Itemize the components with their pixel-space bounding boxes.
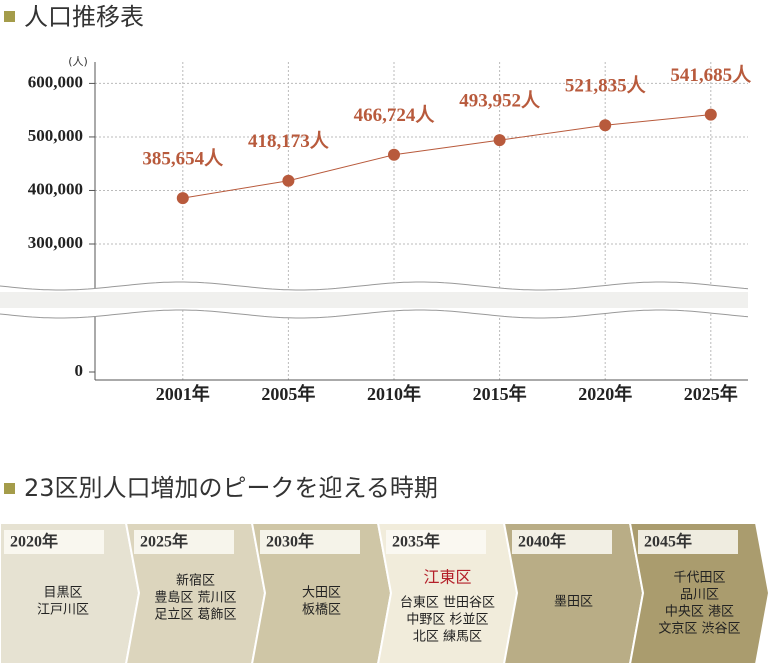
y-tick-label: 400,000 xyxy=(28,179,83,198)
x-tick-label: 2015年 xyxy=(473,383,527,404)
value-label: 466,724人 xyxy=(354,104,436,126)
year-tab xyxy=(134,530,234,554)
stage-wards: 板橋区 xyxy=(302,603,341,618)
stage-wards: 足立区 葛飾区 xyxy=(154,608,236,623)
axis-break-edge xyxy=(0,309,749,319)
point xyxy=(282,174,295,187)
plot: 2001年 2005年 2010年 2015年 2020年 2025年 0 300,000 40… xyxy=(0,62,752,404)
timeline-title: 23区別人口増加のピークを迎える時期 xyxy=(24,474,438,502)
chart-title: 人口推移表 xyxy=(24,3,144,31)
stage-year: 2025年 xyxy=(140,532,188,551)
line xyxy=(182,114,711,199)
y-unit: (人) xyxy=(68,55,88,68)
axis-break-fill xyxy=(0,292,748,308)
point xyxy=(599,119,612,132)
stage-wards: 品川区 xyxy=(680,588,719,603)
stage-year: 2030年 xyxy=(266,532,314,551)
x-tick-label: 2025年 xyxy=(684,383,738,404)
y-tick-label: 300,000 xyxy=(28,233,83,252)
stage-wards: 中央区 港区 xyxy=(665,605,734,620)
year-tab xyxy=(4,530,104,554)
heading-marker xyxy=(4,11,15,22)
y-tick-label: 600,000 xyxy=(28,72,83,91)
year-tab xyxy=(260,530,360,554)
axis-break-edge xyxy=(0,281,749,291)
stage-highlight: 江東区 xyxy=(423,568,471,587)
stage-wards: 千代田区 xyxy=(673,571,725,586)
stage-wards: 墨田区 xyxy=(554,595,593,610)
value-label: 493,952人 xyxy=(459,90,541,112)
point xyxy=(388,148,400,161)
point xyxy=(704,108,717,121)
x-tick-label: 2005年 xyxy=(261,383,315,404)
value-label: 385,654人 xyxy=(142,148,224,170)
stage-wards: 江戸川区 xyxy=(37,603,89,618)
point xyxy=(493,134,506,147)
value-label: 418,173人 xyxy=(248,130,330,152)
stage-wards: 中野区 杉並区 xyxy=(406,613,488,628)
stage-wards: 台東区 世田谷区 xyxy=(400,595,495,611)
stage-wards: 大田区 xyxy=(302,586,341,601)
point xyxy=(176,192,189,205)
x-tick-label: 2001年 xyxy=(156,383,210,404)
stage-wards: 目黒区 xyxy=(43,586,82,601)
year-tab xyxy=(386,530,486,554)
year-tab xyxy=(638,530,738,554)
stage-wards: 新宿区 xyxy=(176,573,215,589)
stage-wards: 豊島区 荒川区 xyxy=(154,591,236,606)
y-tick-label: 0 xyxy=(75,361,84,380)
heading-marker xyxy=(4,483,15,494)
y-tick-label: 500,000 xyxy=(28,126,83,145)
stage-year: 2035年 xyxy=(392,532,440,551)
year-tab xyxy=(512,530,612,554)
stage-year: 2020年 xyxy=(10,532,58,551)
stage-year: 2040年 xyxy=(518,532,566,551)
stage-wards: 北区 練馬区 xyxy=(413,630,482,645)
value-label: 521,835人 xyxy=(565,75,647,97)
x-tick-label: 2020年 xyxy=(578,383,632,404)
stage-wards: 文京区 渋谷区 xyxy=(658,622,740,637)
stage-year: 2045年 xyxy=(644,532,692,551)
value-label: 541,685人 xyxy=(670,64,752,86)
x-tick-label: 2010年 xyxy=(367,383,421,404)
